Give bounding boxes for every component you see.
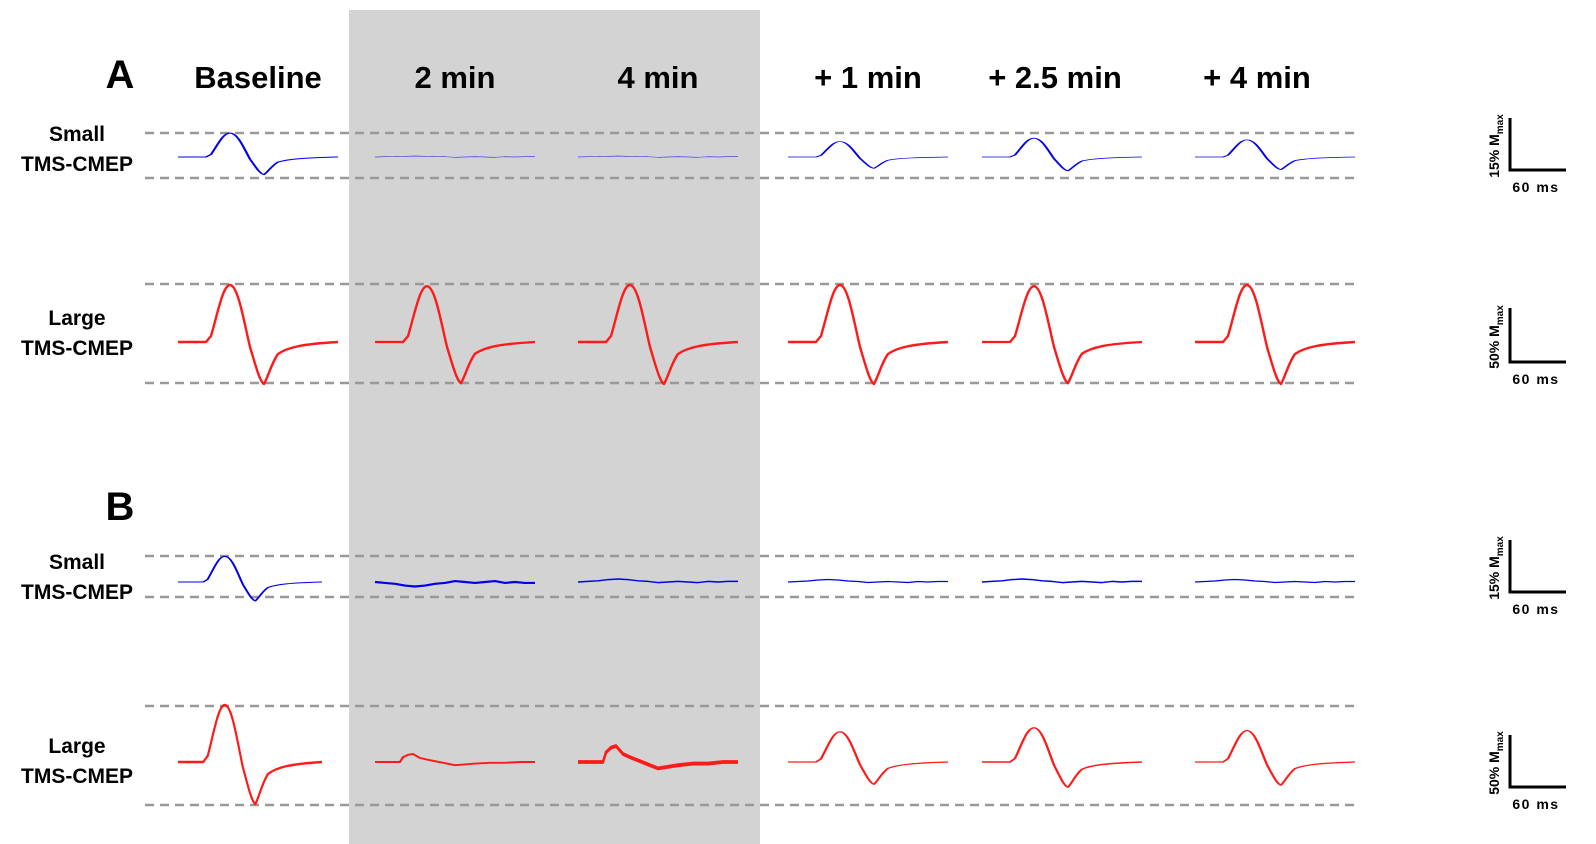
trace	[786, 730, 950, 786]
row-label: TMS-CMEP	[21, 337, 133, 360]
trace	[176, 283, 340, 386]
trace	[1193, 729, 1357, 787]
scale-amplitude: 50% Mmax	[1486, 731, 1506, 795]
row-label: TMS-CMEP	[21, 153, 133, 176]
trace	[980, 136, 1144, 173]
scale-bar	[1508, 735, 1566, 789]
scale-bar	[1508, 540, 1566, 594]
row-label: TMS-CMEP	[21, 765, 133, 788]
trace	[786, 578, 950, 584]
column-header: + 2.5 min	[988, 60, 1122, 95]
column-header: + 4 min	[1203, 60, 1311, 95]
scale-time: 60 ms	[1512, 371, 1559, 387]
intervention-shade	[349, 10, 760, 844]
trace	[176, 555, 324, 602]
trace	[176, 703, 324, 806]
row-label: Large	[48, 735, 105, 758]
scale-amplitude: 15% Mmax	[1486, 536, 1506, 600]
row-label: TMS-CMEP	[21, 581, 133, 604]
amplitude-text: 15% M	[1486, 134, 1502, 178]
panel-label: A	[106, 53, 135, 97]
scale-time: 60 ms	[1512, 601, 1559, 617]
trace	[176, 131, 340, 176]
trace	[1193, 138, 1357, 171]
scale-time: 60 ms	[1512, 796, 1559, 812]
amplitude-subscript: max	[1495, 305, 1506, 325]
amplitude-text: 50% M	[1486, 751, 1502, 795]
scale-bar	[1508, 308, 1566, 364]
amplitude-text: 15% M	[1486, 556, 1502, 600]
column-header: + 1 min	[814, 60, 922, 95]
scale-amplitude: 15% Mmax	[1486, 114, 1506, 178]
column-header: 4 min	[618, 60, 699, 95]
trace	[980, 726, 1144, 789]
trace	[980, 577, 1144, 584]
row-label: Large	[48, 307, 105, 330]
amplitude-subscript: max	[1495, 114, 1506, 134]
row-label: Small	[49, 123, 105, 146]
trace	[1193, 283, 1357, 386]
amplitude-subscript: max	[1495, 536, 1506, 556]
scale-bar	[1508, 118, 1566, 172]
trace	[1193, 578, 1357, 584]
trace	[786, 140, 950, 170]
panel-label: B	[106, 485, 135, 529]
row-label: Small	[49, 551, 105, 574]
trace	[980, 284, 1144, 385]
scale-time: 60 ms	[1512, 179, 1559, 195]
amplitude-text: 50% M	[1486, 325, 1502, 369]
scale-amplitude: 50% Mmax	[1486, 305, 1506, 369]
amplitude-subscript: max	[1495, 731, 1506, 751]
column-header: Baseline	[194, 60, 322, 95]
column-header: 2 min	[415, 60, 496, 95]
trace	[786, 283, 950, 386]
